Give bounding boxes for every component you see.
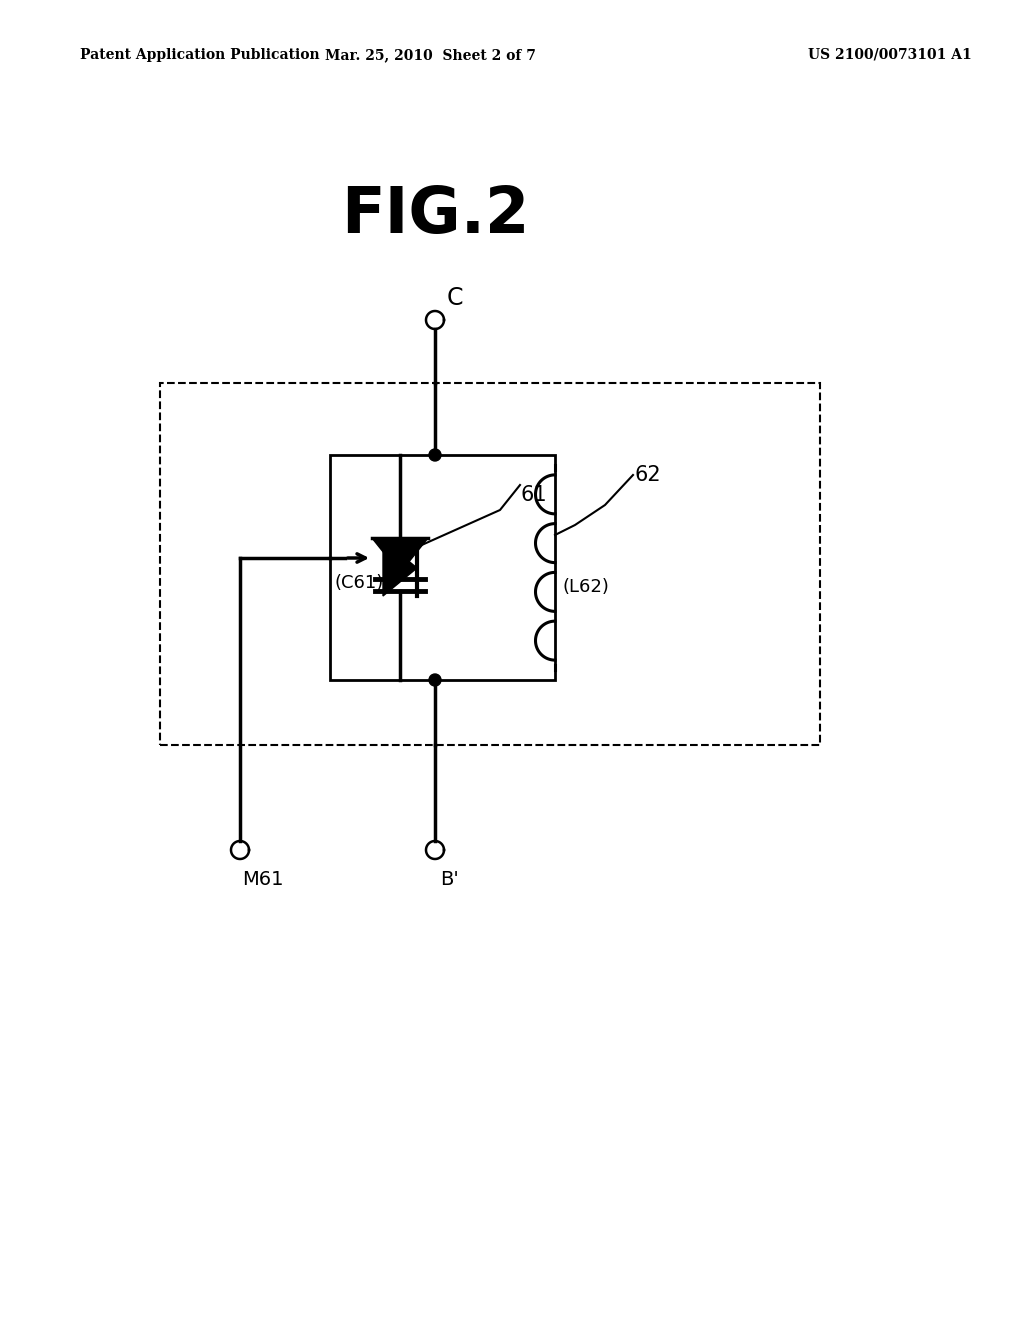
Text: B': B' (440, 870, 459, 888)
Text: Patent Application Publication: Patent Application Publication (80, 48, 319, 62)
Text: (C61): (C61) (335, 574, 384, 591)
Text: M61: M61 (242, 870, 284, 888)
Circle shape (429, 449, 441, 461)
Text: FIG.2: FIG.2 (341, 183, 529, 246)
Bar (330, 455, 555, 680)
Text: 61: 61 (520, 484, 547, 506)
Circle shape (429, 675, 441, 686)
Text: (L62): (L62) (563, 578, 610, 597)
Text: Mar. 25, 2010  Sheet 2 of 7: Mar. 25, 2010 Sheet 2 of 7 (325, 48, 536, 62)
Polygon shape (372, 539, 428, 573)
Text: C: C (447, 286, 464, 310)
Bar (160, 383, 820, 744)
Text: US 2100/0073101 A1: US 2100/0073101 A1 (808, 48, 972, 62)
Polygon shape (383, 540, 417, 597)
Text: 62: 62 (635, 465, 662, 484)
